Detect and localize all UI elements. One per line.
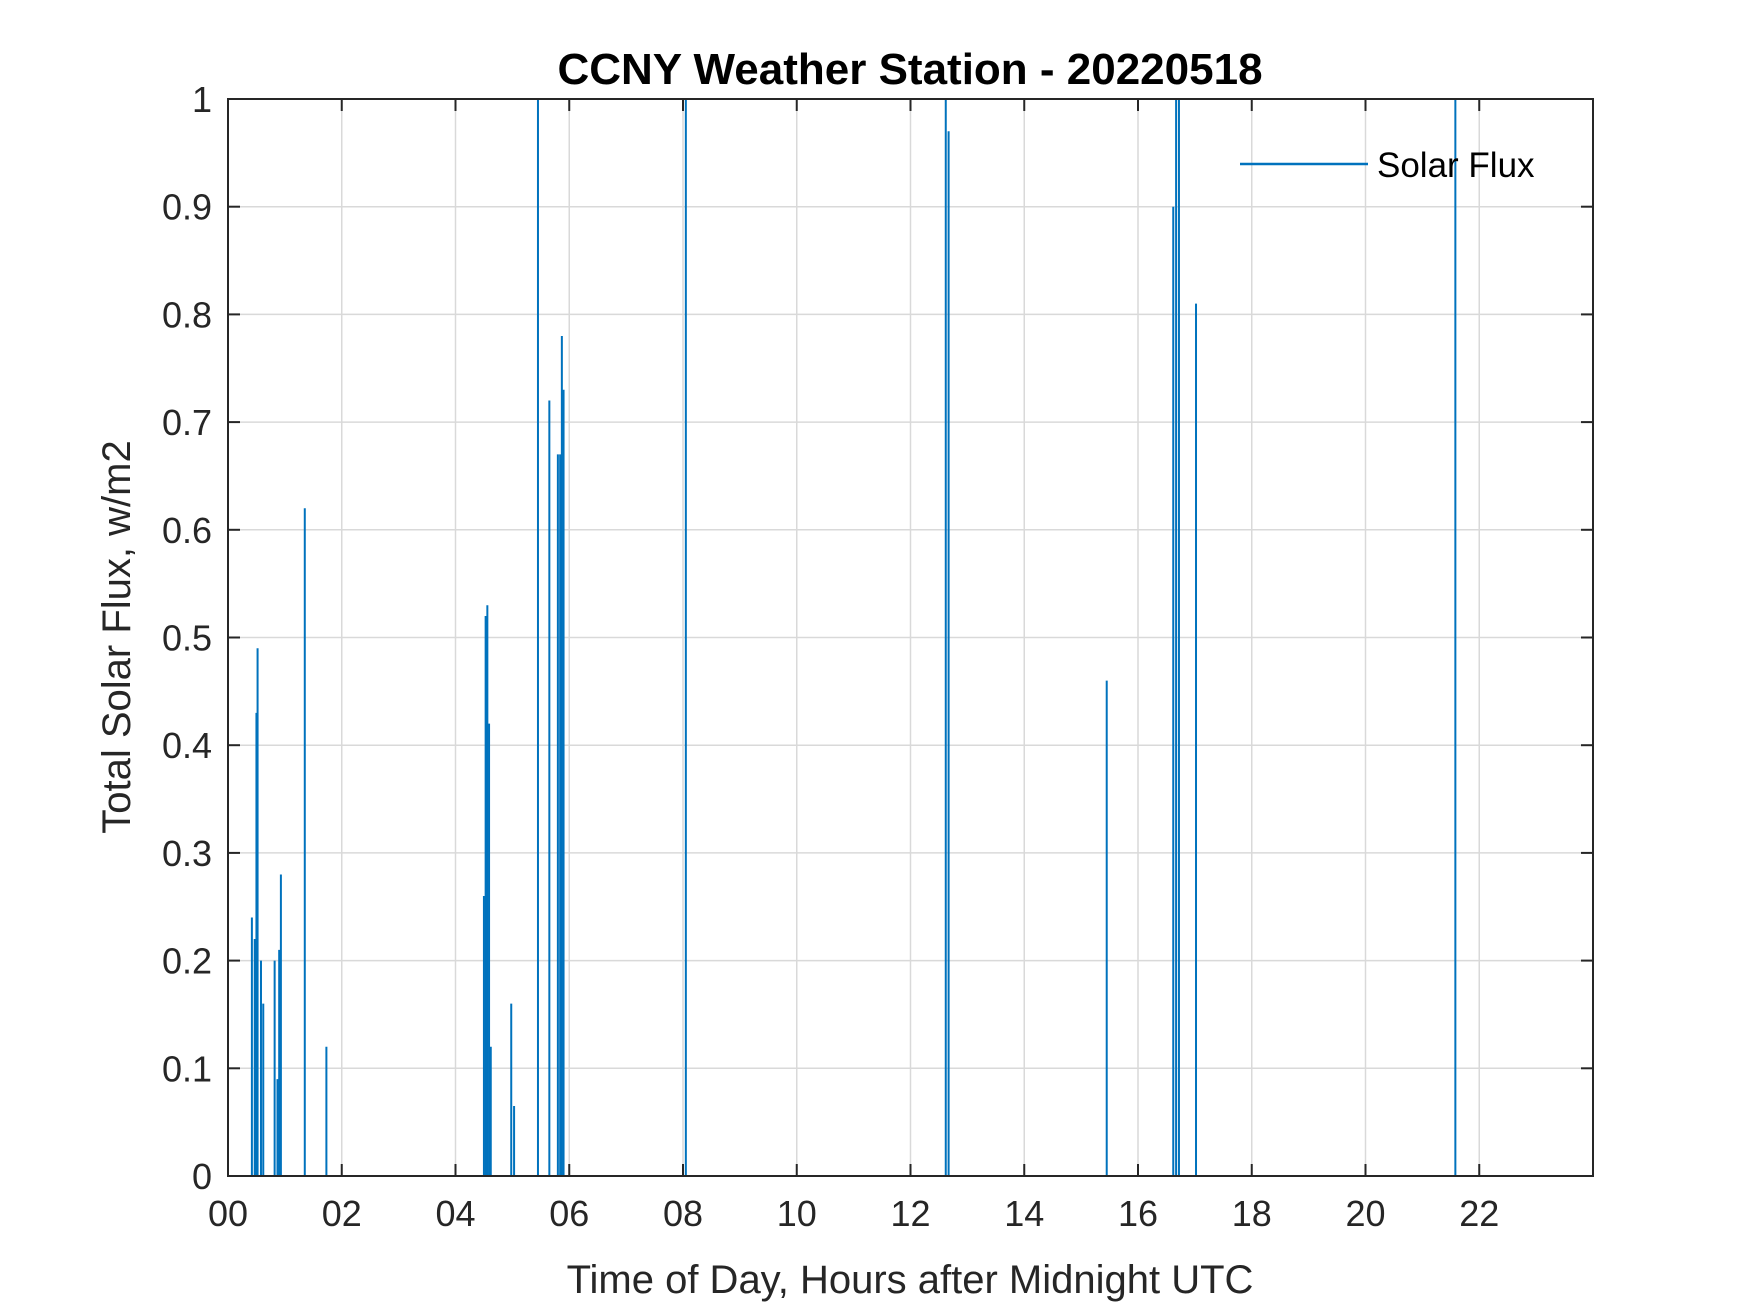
x-tick-label: 22 <box>1459 1193 1499 1234</box>
y-tick-label: 0.4 <box>162 725 212 766</box>
legend-label-solar-flux: Solar Flux <box>1377 146 1535 185</box>
tick-marks <box>227 98 1593 1177</box>
x-tick-labels: 00 02 04 06 08 10 12 14 16 18 20 22 <box>208 1193 1499 1234</box>
y-tick-label: 0.9 <box>162 187 212 228</box>
x-tick-label: 02 <box>322 1193 362 1234</box>
x-tick-label: 18 <box>1232 1193 1272 1234</box>
x-tick-label: 10 <box>777 1193 817 1234</box>
x-tick-label: 20 <box>1345 1193 1385 1234</box>
y-tick-label: 0 <box>192 1156 212 1197</box>
y-tick-label: 0.2 <box>162 941 212 982</box>
y-tick-label: 0.6 <box>162 510 212 551</box>
chart-title: CCNY Weather Station - 20220518 <box>557 45 1262 94</box>
x-tick-label: 04 <box>435 1193 475 1234</box>
y-axis-label: Total Solar Flux, w/m2 <box>95 440 139 833</box>
x-tick-label: 12 <box>890 1193 930 1234</box>
y-tick-label: 0.7 <box>162 402 212 443</box>
y-tick-label: 0.8 <box>162 294 212 335</box>
y-tick-label: 0.1 <box>162 1048 212 1089</box>
y-tick-labels: 0 0.1 0.2 0.3 0.4 0.5 0.6 0.7 0.8 0.9 1 <box>162 79 212 1197</box>
x-tick-label: 06 <box>549 1193 589 1234</box>
x-tick-label: 00 <box>208 1193 248 1234</box>
data-series-solar-flux <box>250 99 1457 1176</box>
x-axis-label: Time of Day, Hours after Midnight UTC <box>567 1258 1254 1302</box>
y-tick-label: 0.5 <box>162 618 212 659</box>
x-tick-label: 16 <box>1118 1193 1158 1234</box>
y-tick-label: 1 <box>192 79 212 120</box>
y-tick-label: 0.3 <box>162 833 212 874</box>
legend: Solar Flux <box>1240 146 1535 185</box>
x-tick-label: 14 <box>1004 1193 1044 1234</box>
x-tick-label: 08 <box>663 1193 703 1234</box>
